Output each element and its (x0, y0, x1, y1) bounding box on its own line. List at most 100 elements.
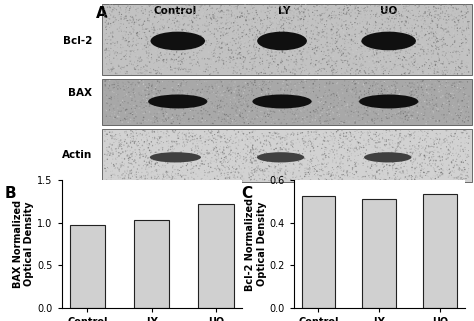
Point (101, 166, 109, 171)
Point (418, 84, 426, 90)
Point (440, 33, 447, 38)
Point (190, 105, 197, 110)
Point (332, 91, 339, 96)
Point (175, 134, 183, 139)
Point (373, 96, 380, 101)
Point (143, 164, 150, 169)
Point (351, 4, 359, 10)
Point (320, 29, 328, 34)
Point (440, 35, 447, 40)
Point (332, 39, 339, 45)
Point (286, 155, 294, 160)
Point (245, 141, 253, 146)
Point (124, 153, 132, 159)
Point (348, 26, 356, 31)
Point (247, 135, 255, 140)
Point (154, 55, 162, 60)
Point (448, 111, 456, 116)
Ellipse shape (252, 94, 311, 108)
Point (118, 34, 126, 39)
Point (325, 91, 333, 96)
Point (335, 118, 343, 123)
Point (245, 2, 253, 7)
Point (441, 27, 449, 32)
Point (336, 114, 343, 119)
Point (343, 169, 351, 175)
Point (324, 27, 331, 32)
Point (318, 99, 325, 104)
Point (178, 151, 185, 156)
Point (289, 166, 297, 171)
Point (237, 32, 245, 37)
Point (198, 148, 205, 153)
Point (443, 65, 450, 70)
Point (172, 12, 180, 17)
Point (231, 13, 238, 19)
Point (288, 49, 295, 55)
Point (192, 53, 200, 58)
Point (324, 44, 332, 49)
Point (167, 147, 174, 152)
Point (330, 93, 338, 99)
Point (328, 168, 336, 173)
Point (444, 112, 451, 117)
Point (292, 158, 299, 163)
Point (322, 5, 329, 10)
Point (386, 26, 393, 31)
Point (429, 144, 437, 149)
Point (366, 65, 374, 70)
Point (402, 56, 410, 61)
Point (399, 38, 407, 43)
Point (209, 17, 216, 22)
Point (142, 48, 150, 54)
Point (226, 80, 233, 85)
Point (250, 147, 258, 152)
Point (119, 171, 127, 176)
Point (355, 177, 363, 182)
Point (267, 157, 275, 162)
Point (406, 135, 413, 140)
Point (283, 97, 291, 102)
Point (448, 5, 456, 10)
Point (458, 104, 466, 109)
Point (385, 86, 392, 91)
Point (205, 22, 213, 28)
Point (325, 151, 333, 156)
Point (319, 131, 327, 136)
Point (326, 81, 334, 86)
Point (421, 116, 429, 121)
Point (322, 42, 329, 47)
Point (425, 37, 432, 42)
Point (280, 154, 287, 160)
Point (366, 30, 374, 35)
Point (443, 150, 450, 155)
Point (201, 132, 209, 137)
Point (376, 132, 383, 137)
Point (334, 113, 341, 118)
Point (115, 79, 122, 84)
Point (191, 43, 198, 48)
Point (332, 142, 339, 147)
Point (188, 134, 196, 139)
Point (225, 82, 233, 87)
Point (283, 157, 291, 162)
Point (170, 114, 177, 119)
Point (350, 38, 358, 43)
Point (103, 15, 111, 20)
Point (426, 12, 433, 17)
Point (458, 107, 466, 112)
Point (272, 42, 279, 47)
Point (284, 108, 292, 114)
Point (258, 114, 266, 119)
Text: BAX: BAX (68, 88, 92, 98)
Point (264, 56, 272, 61)
Point (426, 153, 433, 158)
Point (439, 171, 447, 176)
Point (242, 142, 249, 147)
Point (417, 18, 425, 23)
Point (361, 48, 369, 54)
Point (419, 160, 426, 166)
Point (283, 80, 291, 85)
Point (208, 131, 216, 136)
Point (130, 36, 137, 41)
